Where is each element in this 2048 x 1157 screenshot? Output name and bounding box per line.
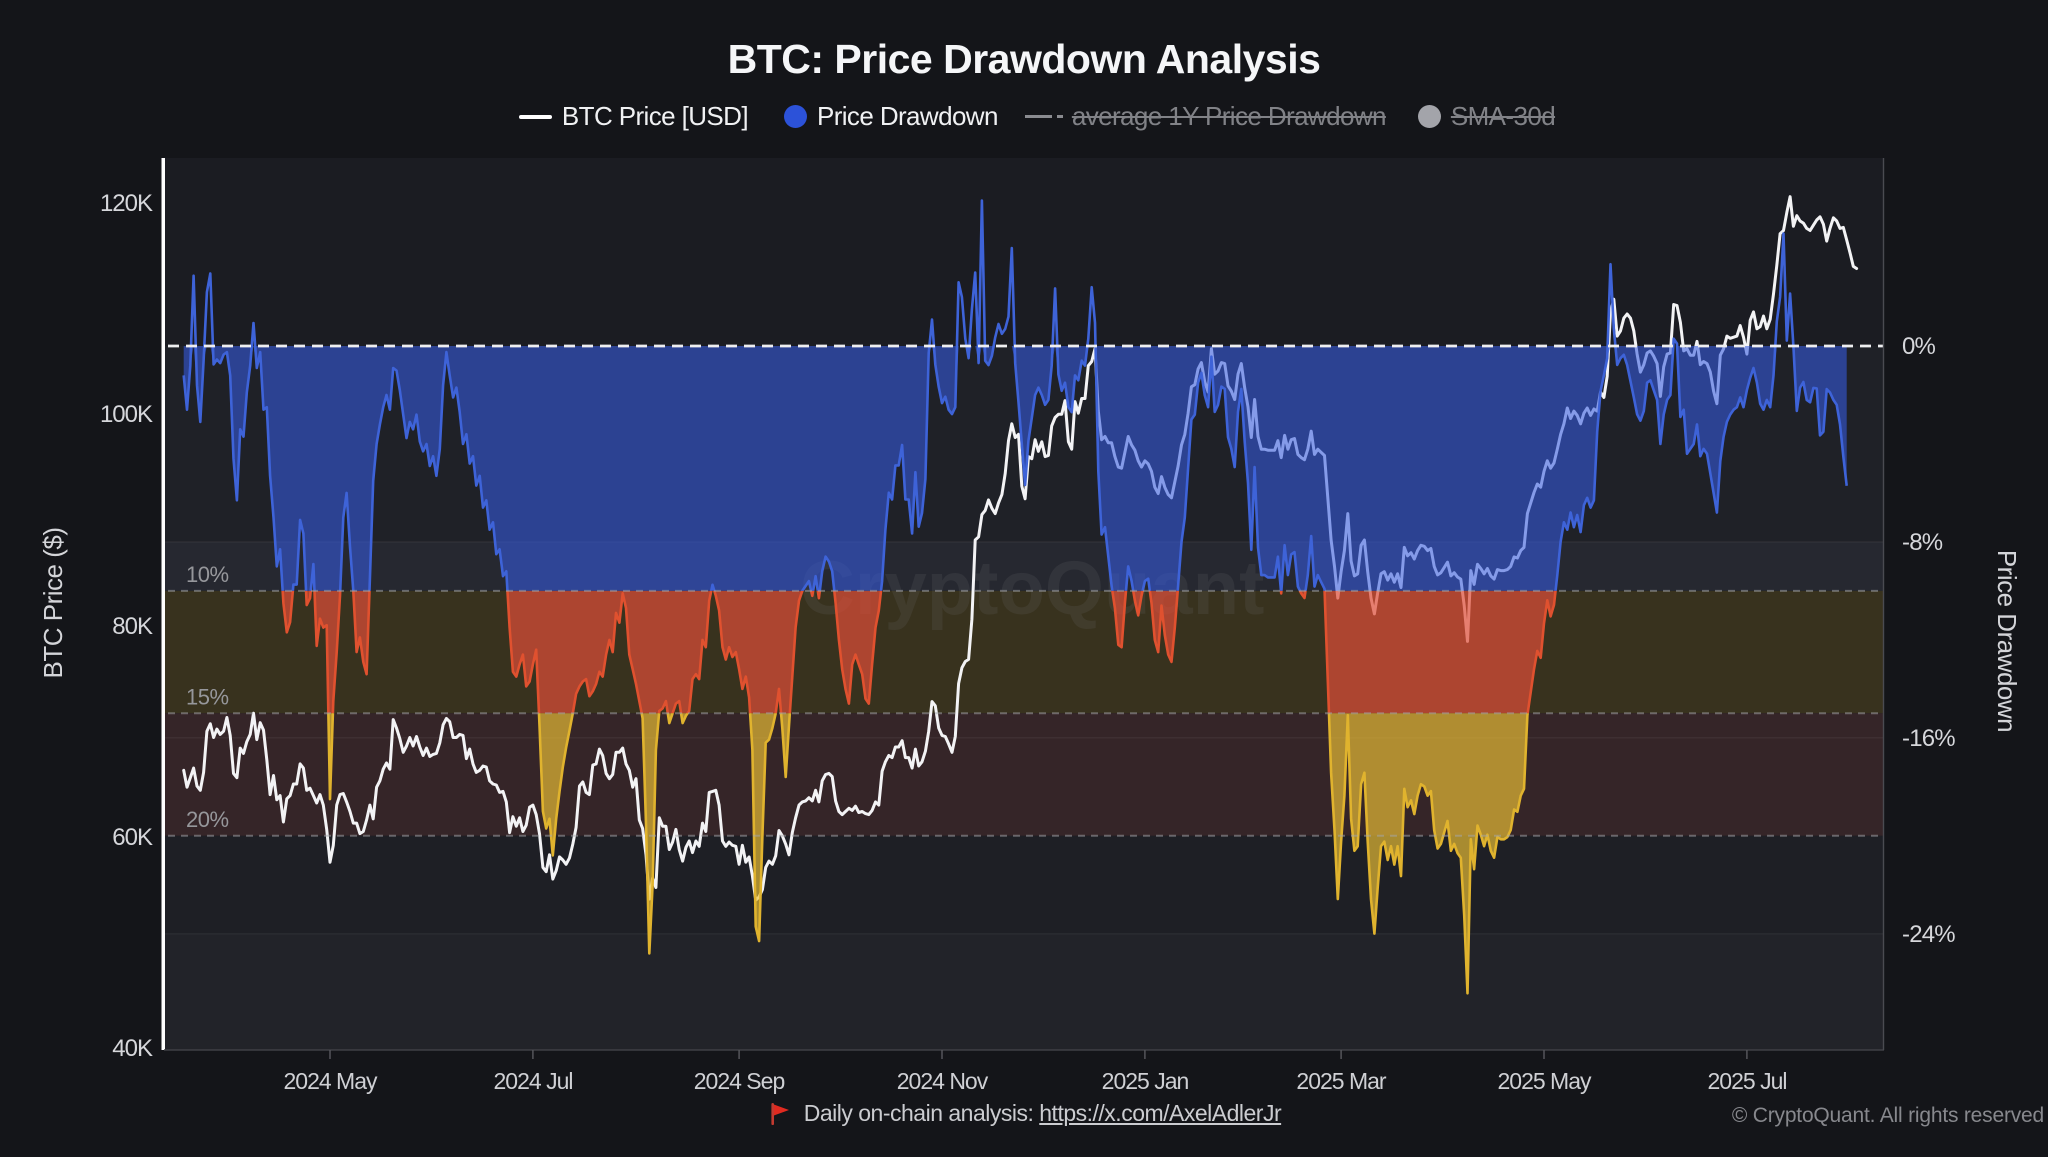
svg-text:2025 May: 2025 May (1497, 1068, 1592, 1094)
svg-text:0%: 0% (1902, 333, 1936, 360)
svg-text:2024 Sep: 2024 Sep (694, 1068, 785, 1094)
svg-text:20%: 20% (186, 807, 229, 832)
svg-text:80K: 80K (112, 613, 153, 640)
svg-text:-16%: -16% (1902, 725, 1955, 752)
svg-text:-8%: -8% (1902, 529, 1943, 556)
svg-text:2025 Jan: 2025 Jan (1102, 1068, 1189, 1094)
svg-text:Price Drawdown: Price Drawdown (1992, 550, 2022, 732)
svg-text:2025 Jul: 2025 Jul (1708, 1068, 1787, 1094)
svg-text:60K: 60K (112, 824, 153, 851)
svg-text:100K: 100K (100, 401, 153, 428)
svg-text:-24%: -24% (1902, 921, 1955, 948)
svg-text:BTC Price ($): BTC Price ($) (38, 528, 68, 679)
svg-text:120K: 120K (100, 190, 153, 217)
svg-text:40K: 40K (112, 1035, 153, 1062)
svg-text:2024 Jul: 2024 Jul (494, 1068, 573, 1094)
svg-text:2024 Nov: 2024 Nov (897, 1068, 989, 1094)
svg-text:2024 May: 2024 May (283, 1068, 378, 1094)
svg-text:10%: 10% (186, 562, 229, 587)
svg-text:2025 Mar: 2025 Mar (1296, 1068, 1387, 1094)
svg-text:15%: 15% (186, 684, 229, 709)
